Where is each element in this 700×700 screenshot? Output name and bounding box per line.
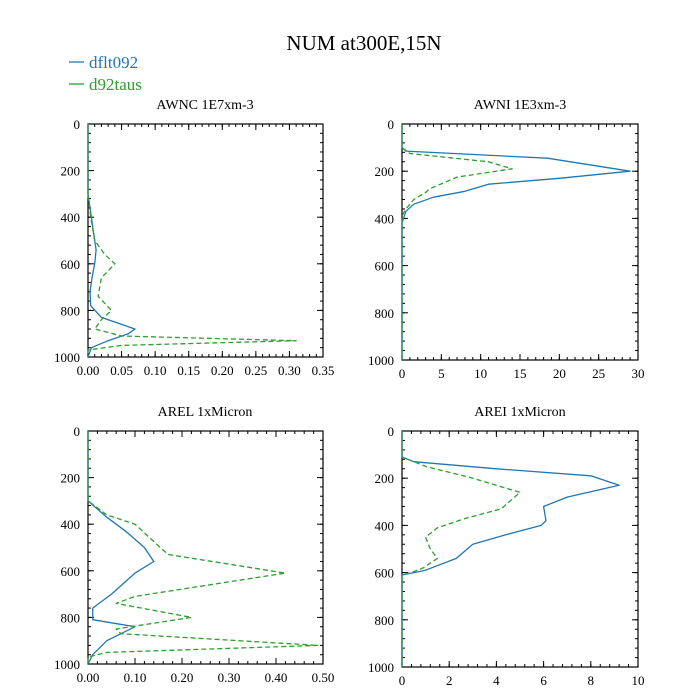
y-tick-label: 600 [375, 566, 395, 581]
y-tick-label: 1000 [54, 657, 80, 672]
x-tick-label: 0.15 [177, 363, 200, 378]
x-tick-label: 30 [632, 366, 645, 381]
y-tick-label: 200 [61, 164, 81, 179]
x-tick-label: 4 [493, 673, 500, 688]
panel-awni: AWNI 1E3xm-3 0 200 400 600 800 1000 0 5 10 15 20 25… [368, 98, 645, 381]
series-line-d92taus [401, 124, 513, 360]
series-line-dflt092 [87, 124, 136, 358]
y-tick-label: 1000 [368, 660, 394, 675]
series-line-d92taus [401, 431, 521, 667]
legend: dflt092 d92taus [69, 53, 142, 94]
plot-frame [87, 430, 324, 665]
x-tick-label: 0.40 [265, 670, 288, 685]
y-tick-label: 1000 [54, 350, 80, 365]
y-tick-label: 0 [388, 117, 395, 132]
x-tick-label: 10 [632, 673, 645, 688]
y-tick-label: 800 [61, 303, 81, 318]
panel-title: AREI 1xMicron [474, 405, 565, 420]
y-tick-label: 800 [375, 306, 395, 321]
x-tick-label: 8 [588, 673, 595, 688]
series-line-dflt092 [87, 431, 155, 665]
x-tick-label: 25 [592, 366, 605, 381]
x-tick-label: 0 [399, 673, 406, 688]
x-tick-label: 0.20 [171, 670, 194, 685]
x-tick-label: 0 [399, 366, 406, 381]
y-tick-label: 0 [388, 424, 395, 439]
panel-title: AWNI 1E3xm-3 [474, 98, 567, 113]
x-tick-label: 0.00 [77, 363, 100, 378]
y-tick-label: 200 [375, 471, 395, 486]
series-line-d92taus [87, 431, 319, 664]
y-tick-label: 0 [74, 424, 81, 439]
y-tick-label: 200 [375, 164, 395, 179]
x-tick-label: 0.10 [144, 363, 167, 378]
plot-frame [401, 123, 639, 361]
y-tick-label: 0 [74, 117, 81, 132]
panel-title: AWNC 1E7xm-3 [156, 98, 253, 113]
figure-title: NUM at300E,15N [286, 31, 441, 55]
x-tick-label: 0.30 [218, 670, 241, 685]
series-line-dflt092 [401, 431, 620, 667]
panel-arei: AREI 1xMicron 0 200 400 600 800 1000 0 2 4 6 8 10 [368, 405, 645, 688]
series-line-d92taus [87, 124, 297, 357]
y-tick-label: 800 [61, 610, 81, 625]
x-tick-label: 20 [553, 366, 566, 381]
x-tick-label: 2 [446, 673, 453, 688]
y-tick-label: 400 [375, 211, 395, 226]
x-tick-label: 10 [474, 366, 487, 381]
y-tick-label: 600 [61, 564, 81, 579]
legend-label-d92taus: d92taus [89, 75, 142, 94]
series-line-dflt092 [401, 124, 631, 360]
x-tick-label: 0.25 [244, 363, 267, 378]
x-tick-label: 0.00 [77, 670, 100, 685]
y-tick-label: 400 [61, 517, 81, 532]
plot-frame [401, 430, 639, 668]
x-tick-label: 0.10 [124, 670, 147, 685]
x-tick-label: 15 [514, 366, 527, 381]
x-tick-label: 0.30 [278, 363, 301, 378]
x-tick-label: 6 [540, 673, 547, 688]
plot-frame [87, 123, 324, 358]
y-tick-label: 200 [61, 471, 81, 486]
y-tick-label: 600 [61, 257, 81, 272]
y-tick-label: 1000 [368, 353, 394, 368]
x-tick-label: 5 [438, 366, 445, 381]
y-tick-label: 400 [375, 518, 395, 533]
legend-label-dflt092: dflt092 [89, 53, 138, 72]
y-tick-label: 800 [375, 613, 395, 628]
y-tick-label: 400 [61, 210, 81, 225]
x-tick-label: 0.50 [312, 670, 335, 685]
x-tick-label: 0.35 [312, 363, 335, 378]
x-tick-label: 0.20 [211, 363, 234, 378]
panel-title: AREL 1xMicron [158, 405, 253, 420]
y-tick-label: 600 [375, 259, 395, 274]
x-tick-label: 0.05 [110, 363, 133, 378]
